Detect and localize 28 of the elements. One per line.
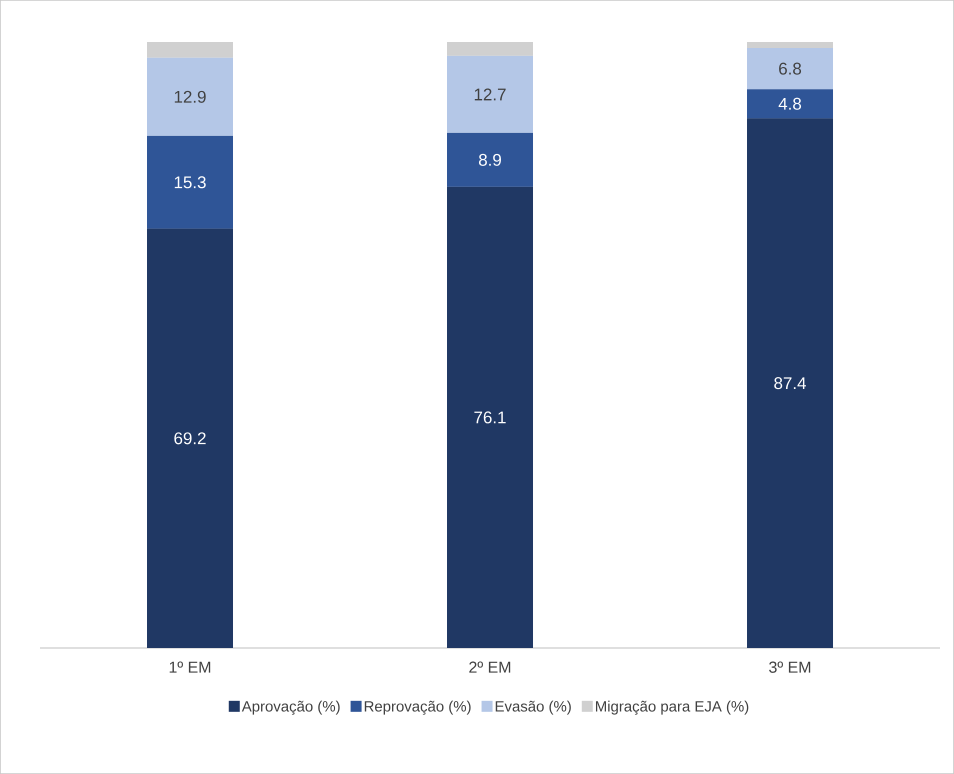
data-label: 15.3 bbox=[174, 176, 206, 188]
data-label: 76.1 bbox=[474, 411, 506, 424]
bar bbox=[747, 48, 834, 90]
legend-label: Evasão (%) bbox=[496, 700, 571, 715]
bar bbox=[747, 42, 834, 48]
legend-label: Aprovação (%) bbox=[242, 700, 340, 715]
bar bbox=[747, 89, 834, 118]
data-label: 4.8 bbox=[778, 98, 802, 110]
x-tick-label: 2º EM bbox=[469, 662, 510, 673]
bar bbox=[147, 42, 234, 58]
data-label: 12.9 bbox=[174, 90, 206, 103]
bar bbox=[447, 42, 534, 56]
data-label: 12.7 bbox=[474, 88, 506, 100]
bar bbox=[447, 56, 534, 133]
bar bbox=[147, 228, 234, 648]
bar bbox=[147, 136, 234, 229]
bar bbox=[147, 58, 234, 136]
bar bbox=[447, 186, 534, 648]
data-label: 69.2 bbox=[174, 432, 206, 444]
data-label: 6.8 bbox=[779, 62, 802, 75]
x-tick-label: 1º EM bbox=[170, 662, 210, 673]
legend-label: Migração para EJA (%) bbox=[596, 700, 748, 715]
data-label: 87.4 bbox=[774, 377, 806, 390]
data-label: 8.9 bbox=[478, 154, 501, 166]
bar bbox=[447, 132, 534, 187]
x-tick-label: 3º EM bbox=[769, 662, 810, 673]
legend-label: Reprovação (%) bbox=[364, 700, 471, 715]
bar bbox=[747, 118, 834, 648]
